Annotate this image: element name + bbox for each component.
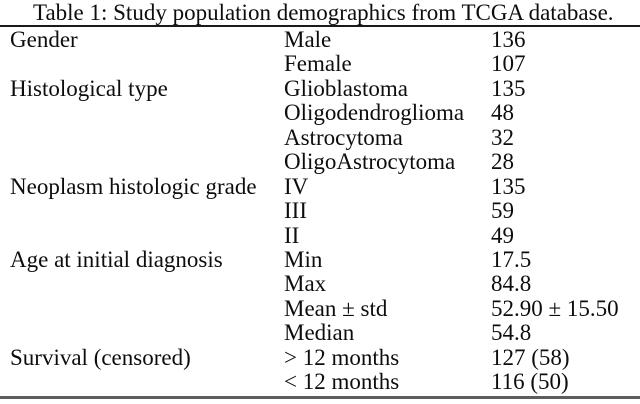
label-cell: Median	[284, 320, 355, 346]
table-row: Gender Male 136	[0, 27, 640, 52]
category-cell: Gender	[10, 27, 78, 52]
table-row: Mean ± std 52.90 ± 15.50	[0, 295, 640, 321]
label-cell: Glioblastoma	[284, 75, 408, 101]
category-cell	[10, 101, 284, 125]
table-row: Neoplasm histologic grade IV 135	[0, 173, 640, 199]
value-cell: 135	[491, 75, 526, 101]
category-cell	[10, 224, 284, 248]
category-cell: Histological type	[10, 75, 168, 101]
category-cell	[10, 52, 284, 76]
value-cell: 48	[491, 100, 514, 126]
label-cell: Male	[284, 27, 332, 52]
label-cell: Min	[284, 246, 323, 272]
value-cell: 17.5	[491, 246, 532, 272]
value-cell: 136	[491, 27, 526, 52]
value-cell: 32	[491, 124, 514, 150]
label-cell: II	[284, 222, 300, 248]
table-row: Median 54.8	[0, 320, 640, 346]
table-row: III 59	[0, 198, 640, 224]
table-row: Astrocytoma 32	[0, 124, 640, 150]
value-cell: 84.8	[491, 271, 532, 297]
value-cell: 116 (50)	[491, 369, 569, 395]
label-cell: > 12 months	[284, 344, 400, 370]
table-body: Gender Male 136 Female 107 Histological type G…	[0, 27, 640, 395]
table-row: Histological type Glioblastoma 135	[0, 75, 640, 101]
table-row: < 12 months 116 (50)	[0, 369, 640, 395]
value-cell: 127 (58)	[491, 344, 570, 370]
value-cell: 52.90 ± 15.50	[491, 295, 619, 321]
category-cell	[10, 370, 284, 394]
value-cell: 59	[491, 198, 514, 224]
value-cell: 28	[491, 149, 514, 175]
table-row: Age at initial diagnosis Min 17.5	[0, 246, 640, 272]
table-caption: Table 1: Study population demographics f…	[33, 0, 614, 25]
category-cell: Age at initial diagnosis	[10, 246, 223, 272]
table-row: Survival (censored) > 12 months 127 (58)	[0, 344, 640, 370]
category-cell	[10, 126, 284, 150]
label-cell: Astrocytoma	[284, 124, 403, 150]
category-cell: Neoplasm histologic grade	[10, 173, 257, 199]
label-cell: < 12 months	[284, 369, 400, 395]
table-row: Oligodendroglioma 48	[0, 100, 640, 126]
category-cell: Survival (censored)	[10, 344, 191, 370]
label-cell: Oligodendroglioma	[284, 100, 465, 126]
category-cell	[10, 272, 284, 296]
label-cell: Max	[284, 271, 327, 297]
category-cell	[10, 297, 284, 321]
category-cell	[10, 199, 284, 223]
table-bottom-rule	[0, 395, 640, 399]
category-cell	[10, 150, 284, 174]
table-row: II 49	[0, 222, 640, 248]
label-cell: III	[284, 198, 307, 224]
label-cell: Mean ± std	[284, 295, 388, 321]
table-row: Max 84.8	[0, 271, 640, 297]
table-row: Female 107	[0, 51, 640, 77]
value-cell: 135	[491, 173, 526, 199]
label-cell: IV	[284, 173, 309, 199]
value-cell: 107	[491, 51, 526, 77]
table-top-rule	[0, 25, 640, 27]
table-row: OligoAstrocytoma 28	[0, 149, 640, 175]
label-cell: Female	[284, 51, 352, 77]
value-cell: 49	[491, 222, 514, 248]
label-cell: OligoAstrocytoma	[284, 149, 456, 175]
category-cell	[10, 321, 284, 345]
value-cell: 54.8	[491, 320, 532, 346]
